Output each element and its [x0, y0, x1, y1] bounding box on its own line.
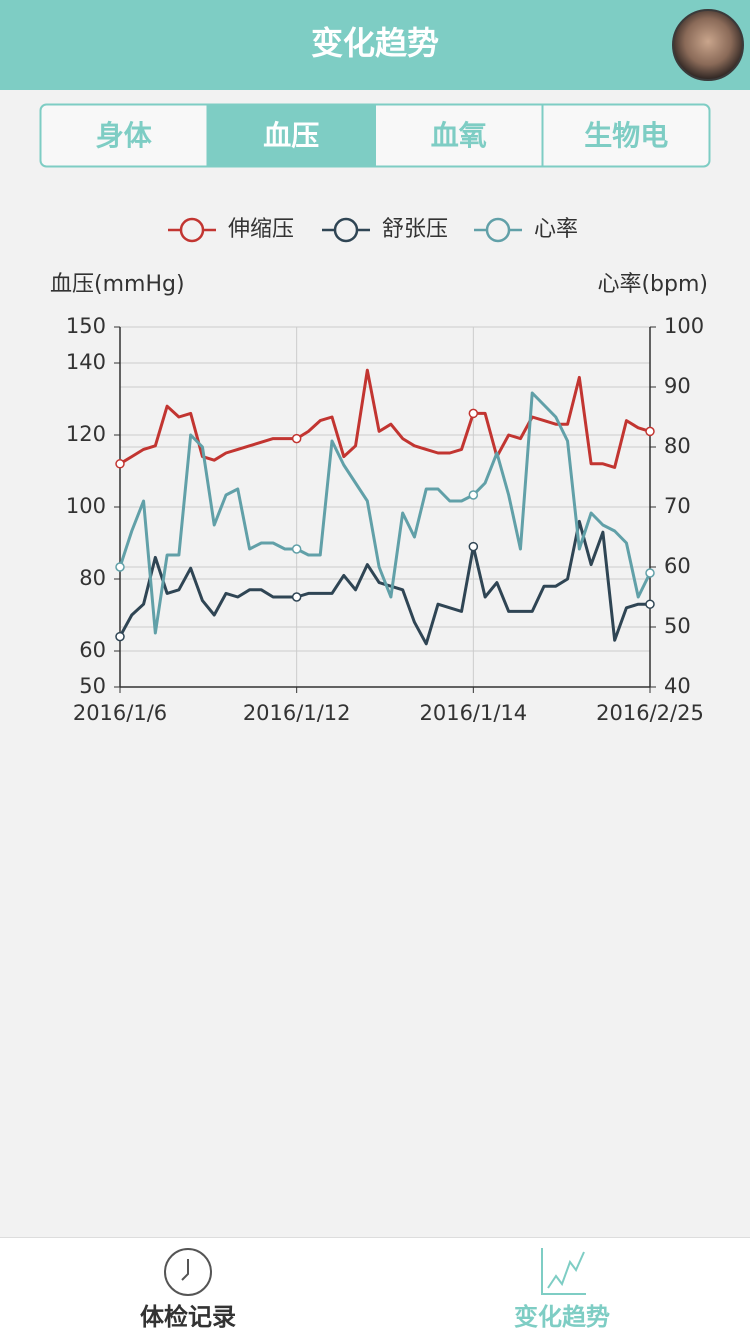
y-tick-label: 50 — [79, 674, 106, 698]
header-bar — [0, 0, 750, 90]
y2-tick-label: 50 — [664, 614, 691, 638]
point-marker — [468, 408, 479, 419]
point-marker — [115, 562, 125, 572]
legend-label[interactable]: 舒张压 — [382, 217, 448, 242]
y2-tick-label: 40 — [664, 674, 691, 698]
series-line — [119, 368, 651, 469]
tab[interactable]: 生物电 — [584, 119, 668, 152]
point-marker — [291, 433, 302, 444]
point-marker — [115, 631, 125, 642]
y-tick-label: 80 — [79, 566, 106, 590]
x-tick-label: 2016/2/25 — [596, 701, 704, 725]
point-marker — [645, 426, 655, 437]
y2-tick-label: 100 — [664, 314, 704, 338]
tab[interactable]: 血氧 — [431, 119, 487, 152]
y2-tick-label: 60 — [664, 554, 691, 578]
header-title: 变化趋势 — [311, 24, 439, 62]
nav-label[interactable]: 变化趋势 — [514, 1303, 610, 1331]
x-tick-label: 2016/1/6 — [73, 701, 167, 725]
y-tick-label: 60 — [79, 638, 106, 662]
x-tick-label: 2016/1/14 — [419, 701, 527, 725]
legend-label[interactable]: 心率 — [534, 217, 578, 242]
point-marker — [115, 459, 125, 469]
y2-tick-label: 70 — [664, 494, 691, 518]
tab[interactable]: 血压 — [263, 119, 319, 152]
legend-symbol — [179, 217, 205, 243]
y-tick-label: 120 — [66, 422, 106, 446]
y2-axis-label: 心率(bpm) — [597, 272, 708, 297]
point-marker — [468, 541, 479, 552]
point-marker — [468, 490, 479, 500]
series-line — [118, 391, 652, 635]
tab-active-bg — [207, 105, 375, 166]
y2-tick-label: 80 — [664, 434, 691, 458]
legend-symbol — [333, 217, 359, 243]
legend-label[interactable]: 伸缩压 — [228, 217, 294, 242]
x-tick-label: 2016/1/12 — [243, 701, 351, 725]
tab[interactable]: 身体 — [96, 119, 153, 152]
trend-icon — [541, 1248, 586, 1295]
y-tick-label: 100 — [66, 494, 106, 518]
point-marker — [291, 544, 302, 554]
point-marker — [291, 592, 302, 602]
point-marker — [645, 599, 655, 609]
legend-symbol — [485, 217, 511, 243]
bottom-nav — [0, 1237, 750, 1334]
y-tick-label: 140 — [66, 350, 106, 374]
y-tick-label: 150 — [66, 314, 106, 338]
point-marker — [645, 568, 655, 578]
avatar[interactable] — [672, 9, 744, 81]
clock-icon — [164, 1248, 212, 1296]
y-axis-label: 血压(mmHg) — [50, 272, 185, 297]
y2-tick-label: 90 — [664, 374, 691, 398]
nav-label[interactable]: 体检记录 — [140, 1303, 236, 1331]
